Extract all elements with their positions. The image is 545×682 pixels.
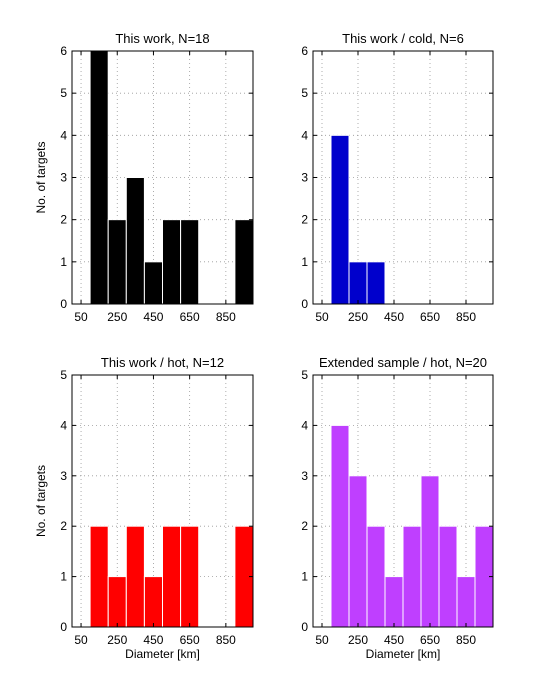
- y-tick-label: 5: [301, 86, 308, 100]
- histogram-bar: [125, 177, 145, 305]
- x-tick-label: 650: [180, 633, 200, 647]
- histogram-bar: [180, 219, 200, 305]
- histogram-bar: [384, 576, 404, 628]
- histogram-bar: [330, 134, 350, 305]
- histogram-panel-4: 0 1 2 3 4 5 50 250 450 650 850 Extended sample / ho…: [301, 355, 494, 661]
- x-tick-label: 850: [456, 310, 476, 324]
- histogram-bar: [162, 219, 182, 305]
- y-tick-label: 6: [301, 44, 308, 58]
- histogram-bar: [366, 261, 386, 305]
- y-tick-label: 4: [301, 418, 308, 432]
- histogram-bar: [89, 50, 109, 305]
- histogram-bar: [125, 525, 145, 628]
- x-tick-label: 650: [180, 310, 200, 324]
- y-tick-label: 1: [301, 255, 308, 269]
- histogram-bar: [348, 475, 368, 628]
- plot-frame: [312, 374, 494, 628]
- panel-title: This work / hot, N=12: [101, 355, 224, 370]
- x-tick-label: 50: [315, 310, 329, 324]
- y-tick-label: 6: [60, 44, 67, 58]
- y-tick-label: 0: [60, 620, 67, 634]
- y-tick-label: 2: [301, 519, 308, 533]
- y-axis-label: No. of targets: [34, 465, 48, 537]
- panel-title: Extended sample / hot, N=20: [319, 355, 487, 370]
- histogram-panel-3: 0 1 2 3 4 5 50 250 450 650 850 This work / hot, N=1…: [34, 355, 254, 661]
- x-tick-label: 450: [143, 633, 163, 647]
- panel-title: This work, N=18: [115, 31, 209, 46]
- y-tick-label: 3: [60, 469, 67, 483]
- y-tick-label: 5: [60, 368, 67, 382]
- y-tick-label: 1: [60, 255, 67, 269]
- y-tick-label: 3: [301, 171, 308, 185]
- histogram-bar: [143, 576, 163, 628]
- y-tick-label: 4: [60, 128, 67, 142]
- x-axis-label: Diameter [km]: [125, 647, 200, 661]
- histogram-bar: [348, 261, 368, 305]
- y-tick-label: 2: [60, 213, 67, 227]
- y-tick-label: 3: [301, 469, 308, 483]
- x-tick-label: 250: [348, 310, 368, 324]
- y-tick-label: 1: [60, 570, 67, 584]
- histogram-bar: [402, 525, 422, 628]
- x-tick-label: 450: [384, 633, 404, 647]
- x-tick-label: 850: [216, 633, 236, 647]
- y-tick-label: 5: [60, 86, 67, 100]
- y-tick-label: 2: [301, 213, 308, 227]
- panel-title: This work / cold, N=6: [342, 31, 464, 46]
- x-tick-label: 250: [107, 310, 127, 324]
- x-tick-label: 50: [74, 310, 88, 324]
- histogram-bar: [330, 424, 350, 628]
- y-tick-label: 4: [301, 128, 308, 142]
- histogram-bar: [420, 475, 440, 628]
- x-tick-label: 50: [74, 633, 88, 647]
- x-tick-label: 250: [348, 633, 368, 647]
- histogram-bar: [438, 525, 458, 628]
- y-axis-label: No. of targets: [34, 141, 48, 213]
- y-tick-label: 2: [60, 519, 67, 533]
- histogram-bar: [180, 525, 200, 628]
- x-tick-label: 850: [456, 633, 476, 647]
- y-tick-label: 0: [301, 297, 308, 311]
- histogram-bar: [143, 261, 163, 305]
- x-tick-label: 450: [384, 310, 404, 324]
- y-tick-label: 4: [60, 418, 67, 432]
- histogram-bar: [366, 525, 386, 628]
- x-tick-label: 450: [143, 310, 163, 324]
- x-axis-label: Diameter [km]: [366, 647, 441, 661]
- histogram-bar: [89, 525, 109, 628]
- x-tick-label: 650: [420, 633, 440, 647]
- y-tick-label: 5: [301, 368, 308, 382]
- histogram-bar: [107, 219, 127, 305]
- x-tick-label: 850: [216, 310, 236, 324]
- x-tick-label: 650: [420, 310, 440, 324]
- y-tick-label: 0: [60, 297, 67, 311]
- x-tick-label: 250: [107, 633, 127, 647]
- histogram-bar: [162, 525, 182, 628]
- histogram-bar: [107, 576, 127, 628]
- x-tick-label: 50: [315, 633, 329, 647]
- histogram-bar: [456, 576, 476, 628]
- y-tick-label: 0: [301, 620, 308, 634]
- y-tick-label: 1: [301, 570, 308, 584]
- plot-frame: [71, 374, 254, 628]
- y-tick-label: 3: [60, 171, 67, 185]
